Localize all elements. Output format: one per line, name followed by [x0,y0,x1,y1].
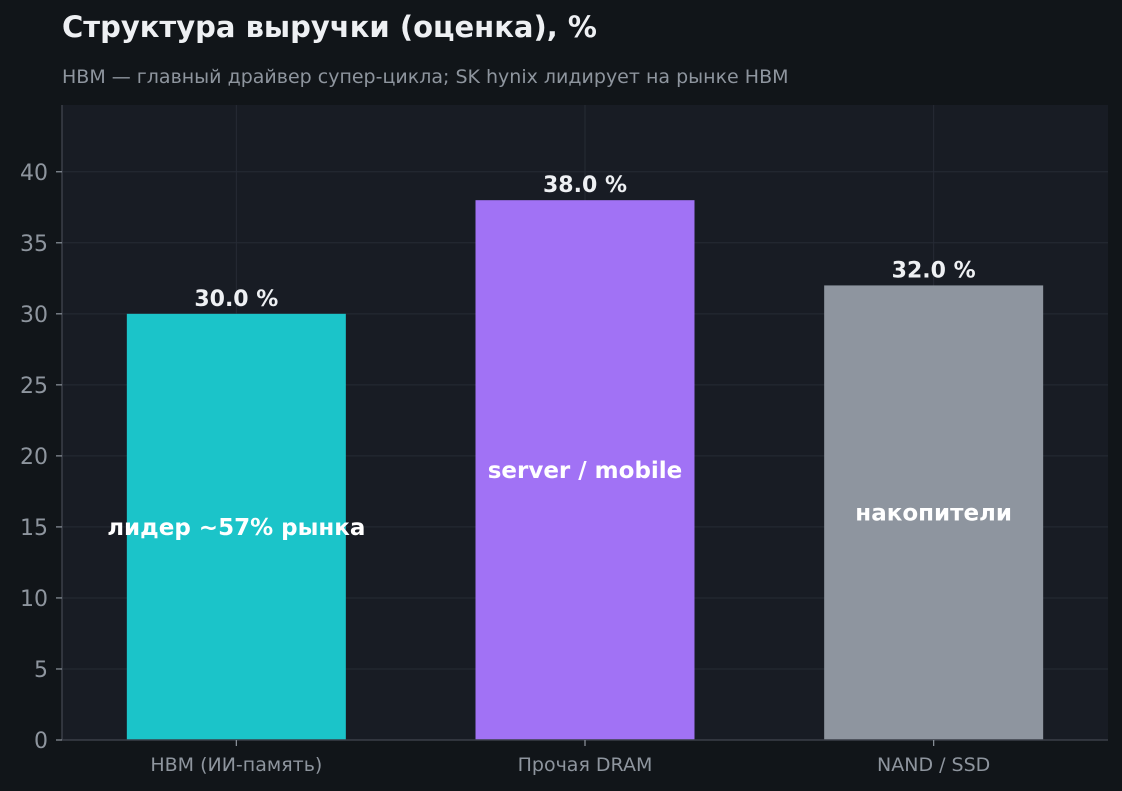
y-tick-label: 30 [20,303,48,328]
y-tick-label: 25 [20,374,48,399]
y-tick-label: 0 [34,729,48,754]
bar [126,313,346,740]
bar-value-label: 32.0 % [892,258,976,283]
axes-layer [56,105,1108,746]
bar [824,285,1044,740]
y-tick-label: 10 [20,587,48,612]
y-tick-label: 35 [20,232,48,257]
bar-annotation-label: накопители [855,501,1012,527]
bars-layer [126,200,1044,741]
bar-annotation-label: лидер ~57% рынка [107,515,365,541]
chart-subtitle: HBM — главный драйвер супер-цикла; SK hy… [62,66,789,88]
y-tick-label: 5 [34,658,48,683]
x-tick-label: Прочая DRAM [518,754,653,776]
chart-title: Структура выручки (оценка), % [62,10,597,44]
bar-annotation-label: server / mobile [488,458,683,484]
x-tick-label: NAND / SSD [877,754,990,776]
y-tick-label: 15 [20,516,48,541]
y-tick-label: 20 [20,445,48,470]
x-tick-label: HBM (ИИ-память) [150,754,322,776]
bar [475,200,695,741]
bar-value-label: 30.0 % [194,287,278,312]
bar-value-label: 38.0 % [543,173,627,198]
labels-layer: 0 5 10 15 20 25 30 35 40 HBM (ИИ-память) Прочая DR… [20,161,1012,776]
y-tick-label: 40 [20,161,48,186]
